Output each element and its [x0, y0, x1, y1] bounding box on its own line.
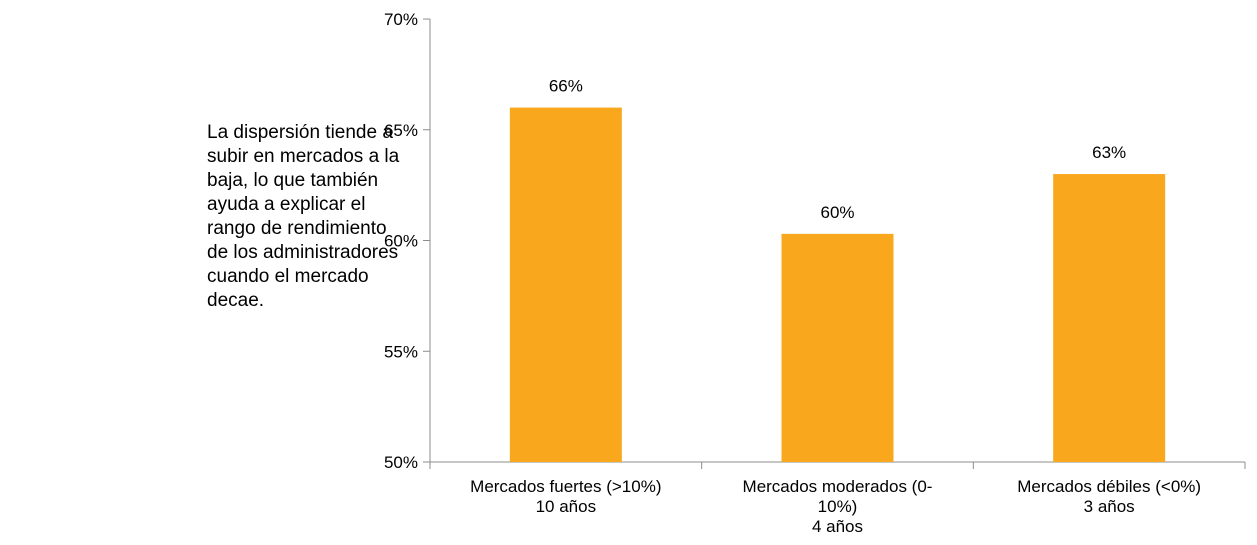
- y-axis: 50% 55% 60% 65% 70%: [384, 10, 431, 472]
- data-label: 66%: [549, 77, 583, 96]
- data-label: 60%: [820, 203, 854, 222]
- category-label-line: 4 años: [812, 517, 863, 536]
- category-label-line: 10%): [818, 497, 858, 516]
- y-tick-label: 50%: [384, 453, 418, 472]
- category-label: Mercados fuertes (>10%) 10 años: [470, 477, 661, 516]
- category-label-line: Mercados moderados (0-: [743, 477, 933, 496]
- bars: [509, 107, 1166, 463]
- x-axis: [429, 461, 1246, 469]
- category-label-line: Mercados débiles (<0%): [1017, 477, 1201, 496]
- category-label-line: Mercados fuertes (>10%): [470, 477, 661, 496]
- category-label-line: 3 años: [1084, 497, 1135, 516]
- y-tick-label: 60%: [384, 232, 418, 251]
- y-tick-label: 70%: [384, 10, 418, 29]
- side-note-text: La dispersión tiende a subir en mercados…: [207, 122, 400, 311]
- bar: [1053, 174, 1166, 463]
- y-tick-label: 65%: [384, 121, 418, 140]
- data-labels: 66% 60% 63%: [549, 77, 1126, 222]
- category-labels: Mercados fuertes (>10%) 10 años Mercados m…: [470, 477, 1201, 536]
- category-label-line: 10 años: [536, 497, 597, 516]
- category-label: Mercados débiles (<0%) 3 años: [1017, 477, 1201, 516]
- data-label: 63%: [1092, 143, 1126, 162]
- bar: [509, 107, 622, 462]
- bar: [781, 233, 894, 462]
- y-tick-label: 55%: [384, 342, 418, 361]
- category-label: Mercados moderados (0-10%) 4 años: [743, 477, 933, 536]
